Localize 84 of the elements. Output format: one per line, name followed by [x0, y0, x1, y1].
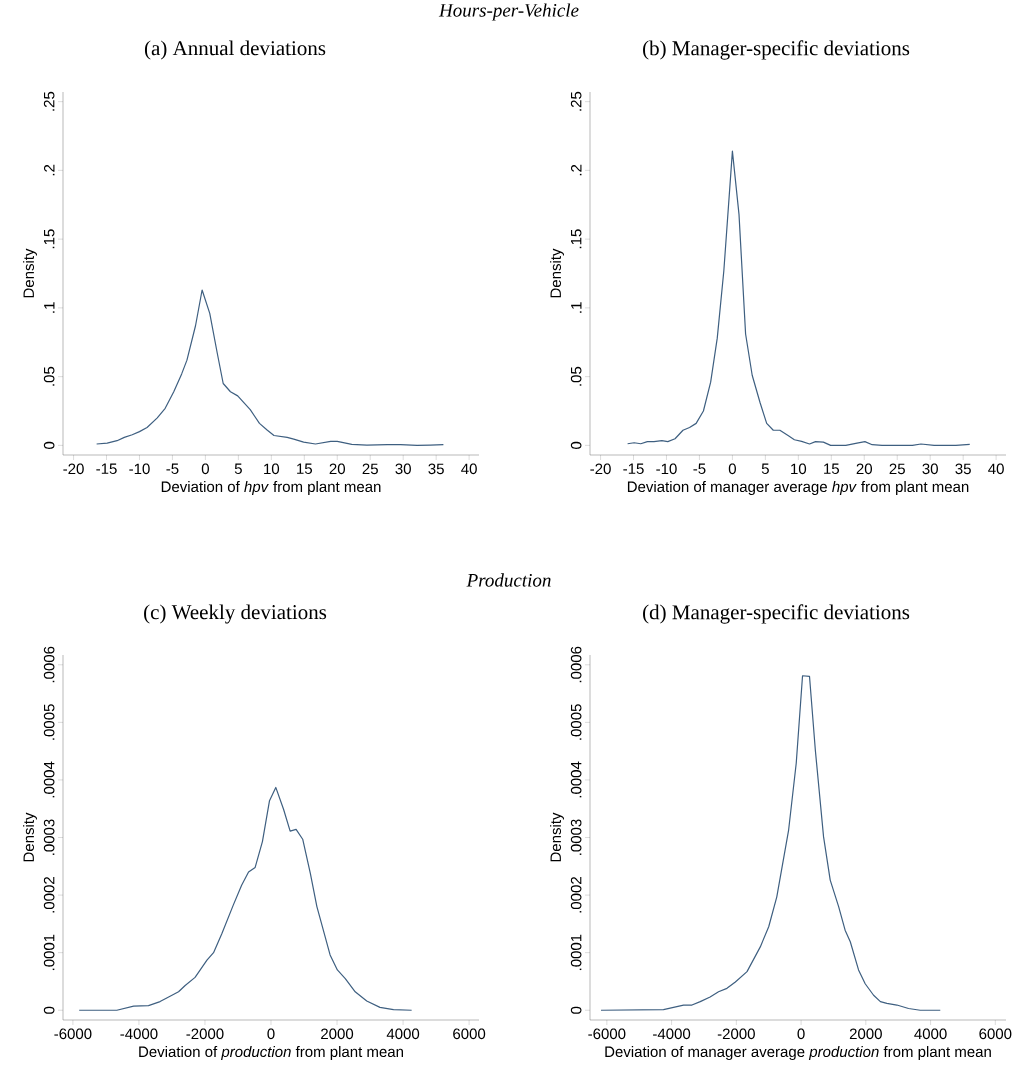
x-tick-label: 2000 [849, 1028, 882, 1040]
x-tick-label: 35 [955, 463, 971, 475]
y-tick-label: 0 [43, 1006, 55, 1014]
y-tick-label: .0006 [43, 646, 55, 683]
x-tick-label: 10 [791, 463, 807, 475]
x-axis-title: Deviation of manager average hpv from plant mean [627, 481, 969, 495]
x-tick-label: 15 [297, 463, 313, 474]
x-tick-label: 40 [988, 463, 1004, 475]
x-tick-label: -10 [129, 463, 150, 475]
x-tick-label: 20 [856, 463, 873, 475]
line-series [626, 150, 971, 446]
y-tick-label: .2 [43, 164, 55, 176]
y-tick-label: .1 [44, 302, 55, 313]
x-tick-label: -2000 [186, 1028, 224, 1040]
x-axis-title: Deviation of manager average production from plant mean [605, 1046, 991, 1061]
x-tick-label: 40 [461, 463, 477, 475]
chart-title: (c) Weekly deviations [144, 604, 327, 624]
x-tick-label: 0 [728, 463, 736, 475]
y-tick-label: .0003 [43, 819, 55, 855]
y-tick-label: .0002 [43, 877, 55, 913]
x-tick-label: 0 [201, 463, 209, 475]
x-axis-title: Deviation of production from plant mean [139, 1046, 403, 1061]
y-tick-label: .15 [44, 229, 55, 249]
x-tick-label: 25 [889, 463, 905, 475]
text: Production [466, 573, 551, 587]
x-tick-label: -10 [656, 463, 677, 475]
y-tick-label: .0003 [570, 819, 582, 855]
x-tick-label: 25 [362, 463, 378, 475]
x-tick-label: -6000 [54, 1028, 92, 1040]
x-tick-label: 2000 [321, 1028, 354, 1040]
x-tick-label: -4000 [653, 1028, 691, 1040]
x-tick-label: -5 [166, 463, 179, 474]
y-tick-label: .25 [43, 91, 55, 111]
y-tick-label: .0005 [43, 704, 55, 740]
x-tick-label: -20 [63, 463, 84, 475]
x-tick-label: -15 [623, 463, 644, 474]
x-tick-label: 15 [824, 463, 840, 474]
x-tick-label: -4000 [120, 1028, 158, 1040]
x-tick-label: 6000 [979, 1028, 1012, 1040]
y-axis-title: Density [23, 248, 37, 298]
x-tick-label: 30 [922, 463, 938, 475]
x-tick-label: -6000 [588, 1028, 626, 1040]
y-tick-label: .0001 [570, 934, 582, 971]
y-tick-label: .0002 [570, 877, 582, 913]
x-tick-label: 5 [234, 463, 242, 474]
y-axis-title: Density [550, 248, 564, 298]
y-tick-label: .0004 [570, 761, 582, 798]
x-tick-label: 30 [395, 463, 411, 475]
x-tick-label: 5 [761, 463, 769, 474]
line-series [96, 289, 445, 446]
x-tick-label: 4000 [914, 1028, 947, 1040]
x-tick-label: -5 [693, 463, 706, 474]
line-series [78, 786, 413, 1011]
x-tick-label: -15 [96, 463, 117, 474]
x-tick-label: 35 [428, 463, 444, 475]
x-tick-label: 0 [797, 1028, 805, 1040]
x-tick-label: 10 [264, 463, 280, 475]
line-series [600, 675, 941, 1011]
x-tick-label: -2000 [717, 1028, 755, 1040]
y-tick-label: 0 [570, 441, 582, 449]
chart-title: (b) Manager-specific deviations [643, 40, 910, 60]
y-axis-title: Density [23, 812, 37, 862]
y-tick-label: .05 [570, 366, 582, 386]
chart-title: (d) Manager-specific deviations [643, 604, 910, 624]
text: Hours-per-Vehicle [438, 3, 579, 21]
y-tick-label: .05 [43, 366, 55, 386]
y-tick-label: .0001 [43, 934, 55, 971]
x-tick-label: 6000 [453, 1028, 486, 1040]
x-tick-label: -20 [590, 463, 611, 475]
x-tick-label: 4000 [386, 1028, 420, 1040]
y-tick-label: .25 [570, 91, 582, 111]
x-tick-label: 0 [267, 1028, 275, 1040]
y-tick-label: 0 [43, 441, 55, 449]
y-tick-label: .15 [571, 229, 582, 249]
y-tick-label: .1 [571, 302, 582, 313]
y-tick-label: 0 [570, 1006, 582, 1014]
y-tick-label: .0005 [570, 704, 582, 740]
x-tick-label: 20 [329, 463, 346, 475]
y-axis-title: Density [550, 812, 564, 862]
y-tick-label: .0006 [570, 646, 582, 683]
y-tick-label: .2 [570, 164, 582, 176]
chart-title: (a) Annual deviations [144, 40, 326, 60]
x-axis-title: Deviation of hpv from plant mean [161, 481, 381, 495]
y-tick-label: .0004 [43, 761, 55, 798]
